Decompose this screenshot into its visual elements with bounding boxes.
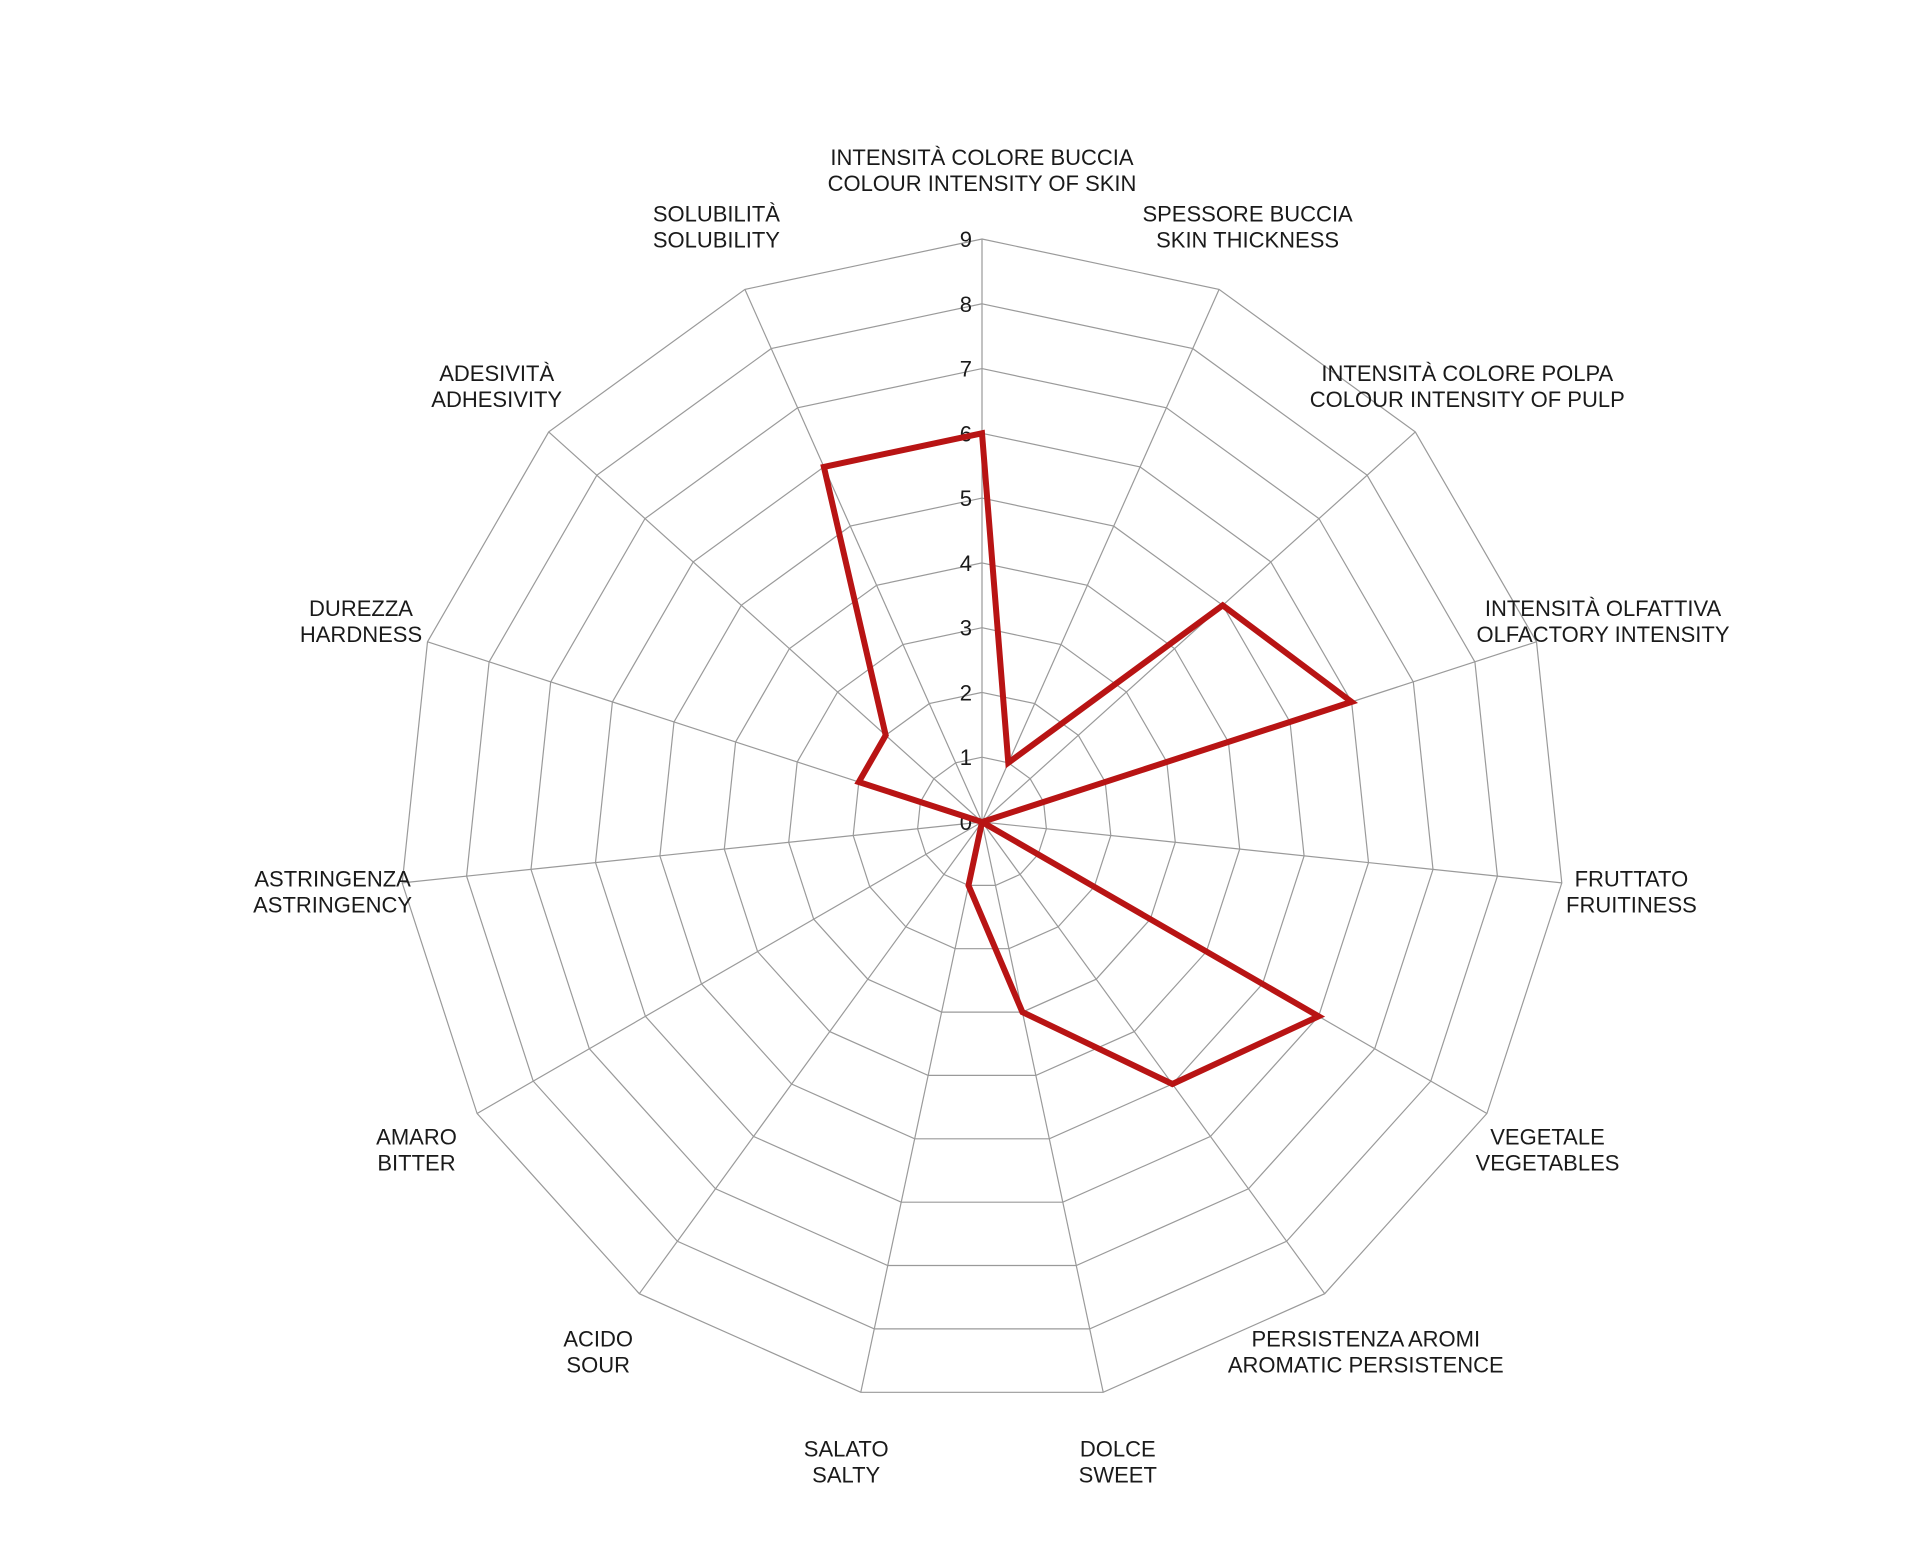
axis-spoke — [860, 821, 983, 1393]
axis-label: INTENSITÀ COLORE BUCCIA COLOUR INTENSITY … — [828, 145, 1137, 196]
axis-label: SOLUBILITÀ SOLUBILITY — [653, 202, 780, 253]
axis-labels: INTENSITÀ COLORE BUCCIA COLOUR INTENSITY … — [253, 145, 1730, 1488]
axis-spoke — [744, 289, 983, 823]
series-point — [1019, 1009, 1025, 1015]
tick-label: 4 — [960, 551, 972, 576]
axis-label: ASTRINGENZA ASTRINGENCY — [253, 866, 412, 917]
series-point — [883, 732, 889, 738]
axis-spoke — [476, 821, 983, 1115]
grid-ring — [401, 238, 1563, 1393]
series-point — [1005, 760, 1011, 766]
tick-label: 5 — [960, 486, 972, 511]
grid-ring — [788, 627, 1176, 1013]
axis-spoke — [548, 431, 983, 823]
axis-spoke — [981, 431, 1416, 823]
series-point — [1349, 699, 1355, 705]
axis-label: FRUTTATO FRUITINESS — [1566, 866, 1697, 917]
series-point — [979, 430, 985, 436]
grid-ring — [916, 756, 1048, 887]
axis-label: DUREZZA HARDNESS — [300, 596, 422, 647]
grid-ring — [659, 497, 1305, 1140]
tick-label: 8 — [960, 292, 972, 317]
series-point — [1316, 1013, 1322, 1019]
axis-label: VEGETALE VEGETABLES — [1476, 1125, 1620, 1176]
axis-label: SALATO SALTY — [804, 1437, 889, 1488]
series-point — [821, 464, 827, 470]
radar-series — [820, 429, 1359, 1088]
series-polygon — [820, 429, 1359, 1088]
axis-spoke — [638, 821, 983, 1295]
tick-label: 7 — [960, 357, 972, 382]
tick-label: 1 — [960, 745, 972, 770]
tick-label: 2 — [960, 680, 972, 705]
series-point — [1220, 602, 1226, 608]
axis-label: DOLCE SWEET — [1079, 1437, 1157, 1488]
axis-spoke — [402, 821, 983, 884]
axis-label: ACIDO SOUR — [563, 1326, 633, 1377]
grid-ring — [594, 432, 1370, 1203]
axis-spoke — [981, 821, 1104, 1393]
axis-spoke — [981, 821, 1326, 1295]
series-point — [966, 882, 971, 888]
axis-label: PERSISTENZA AROMI AROMATIC PERSISTENCE — [1228, 1326, 1504, 1377]
series-point — [856, 779, 862, 785]
tick-label: 3 — [960, 616, 972, 641]
axis-label: INTENSITÀ OLFATTIVA OLFACTORY INTENSITY — [1476, 596, 1729, 647]
grid-ring — [723, 562, 1241, 1077]
series-point — [979, 819, 985, 825]
axis-spoke — [981, 821, 1562, 884]
tick-label: 9 — [960, 227, 972, 252]
grid-ring — [530, 367, 1434, 1267]
grid-ring — [465, 303, 1499, 1330]
axis-label: SPESSORE BUCCIA SKIN THICKNESS — [1142, 202, 1353, 253]
axis-label: INTENSITÀ COLORE POLPA COLOUR INTENSITY O… — [1310, 361, 1625, 412]
axis-spoke — [981, 289, 1220, 823]
axis-label: ADESIVITÀ ADHESIVITY — [431, 361, 562, 412]
series-point — [1169, 1081, 1175, 1087]
axis-label: AMARO BITTER — [376, 1125, 457, 1176]
